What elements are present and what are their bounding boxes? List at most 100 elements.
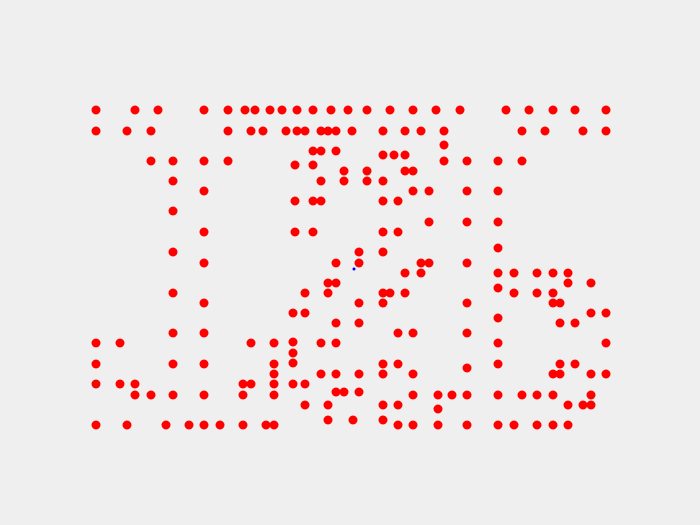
data-point — [331, 318, 341, 328]
data-point — [261, 420, 271, 430]
data-point — [586, 390, 596, 400]
data-point — [548, 390, 558, 400]
data-point — [555, 298, 565, 308]
data-point — [246, 338, 256, 348]
data-point — [578, 126, 588, 136]
data-point — [601, 105, 611, 115]
data-point — [130, 379, 140, 389]
data-point — [601, 308, 611, 318]
data-point — [316, 176, 326, 186]
data-point — [378, 415, 388, 425]
data-point — [308, 160, 318, 170]
data-point — [586, 308, 596, 318]
data-point — [362, 176, 372, 186]
data-point — [509, 268, 519, 278]
data-point — [578, 400, 588, 410]
data-point — [184, 420, 194, 430]
data-point — [563, 400, 573, 410]
data-point — [548, 105, 558, 115]
data-point — [269, 390, 279, 400]
data-point — [378, 227, 388, 237]
data-point — [393, 420, 403, 430]
data-point — [288, 379, 298, 389]
data-point — [331, 338, 341, 348]
data-point — [408, 390, 418, 400]
data-point — [548, 369, 558, 379]
data-point — [493, 283, 503, 293]
data-point — [493, 313, 503, 323]
data-point — [570, 105, 580, 115]
data-point — [400, 268, 410, 278]
data-point — [462, 363, 472, 373]
data-point — [433, 420, 443, 430]
data-point — [168, 359, 178, 369]
data-point — [509, 288, 519, 298]
data-point — [161, 420, 171, 430]
data-point — [601, 126, 611, 136]
data-point — [238, 390, 248, 400]
data-point — [378, 369, 388, 379]
data-point — [288, 337, 298, 347]
data-point — [424, 217, 434, 227]
data-point — [570, 318, 580, 328]
data-point — [168, 206, 178, 216]
data-point — [331, 387, 341, 397]
data-point — [378, 176, 388, 186]
data-point — [433, 390, 443, 400]
data-point — [326, 105, 336, 115]
data-point — [378, 247, 388, 257]
data-point — [331, 258, 341, 268]
data-point — [300, 400, 310, 410]
data-point — [146, 156, 156, 166]
data-point — [288, 348, 298, 358]
data-point — [223, 126, 233, 136]
data-point — [199, 186, 209, 196]
data-point — [238, 379, 248, 389]
data-point — [408, 166, 418, 176]
data-point — [348, 415, 358, 425]
data-point — [517, 156, 527, 166]
data-point — [308, 105, 318, 115]
data-point — [168, 390, 178, 400]
data-point — [323, 415, 333, 425]
data-point — [362, 166, 372, 176]
data-point — [509, 420, 519, 430]
data-point — [362, 105, 372, 115]
data-point — [439, 156, 449, 166]
data-point — [91, 420, 101, 430]
data-point — [532, 390, 542, 400]
data-point — [223, 105, 233, 115]
data-point — [400, 126, 410, 136]
data-point — [316, 126, 326, 136]
data-point — [354, 369, 364, 379]
data-point — [354, 387, 364, 397]
data-point — [493, 420, 503, 430]
data-point — [316, 196, 326, 206]
data-point — [563, 278, 573, 288]
data-point — [250, 105, 260, 115]
data-point — [168, 247, 178, 257]
data-point — [385, 288, 395, 298]
data-point — [290, 227, 300, 237]
data-point — [433, 404, 443, 414]
data-point — [199, 390, 209, 400]
data-point — [462, 328, 472, 338]
data-point — [393, 328, 403, 338]
data-point — [424, 258, 434, 268]
data-point — [447, 390, 457, 400]
data-point — [91, 379, 101, 389]
data-point — [343, 105, 353, 115]
data-point — [331, 146, 341, 156]
data-point — [265, 105, 275, 115]
data-point — [199, 258, 209, 268]
data-point — [493, 338, 503, 348]
data-point — [439, 140, 449, 150]
data-point — [378, 150, 388, 160]
data-point — [586, 369, 596, 379]
data-point — [339, 166, 349, 176]
data-point — [199, 156, 209, 166]
data-point — [400, 150, 410, 160]
data-point — [215, 420, 225, 430]
data-point — [532, 268, 542, 278]
